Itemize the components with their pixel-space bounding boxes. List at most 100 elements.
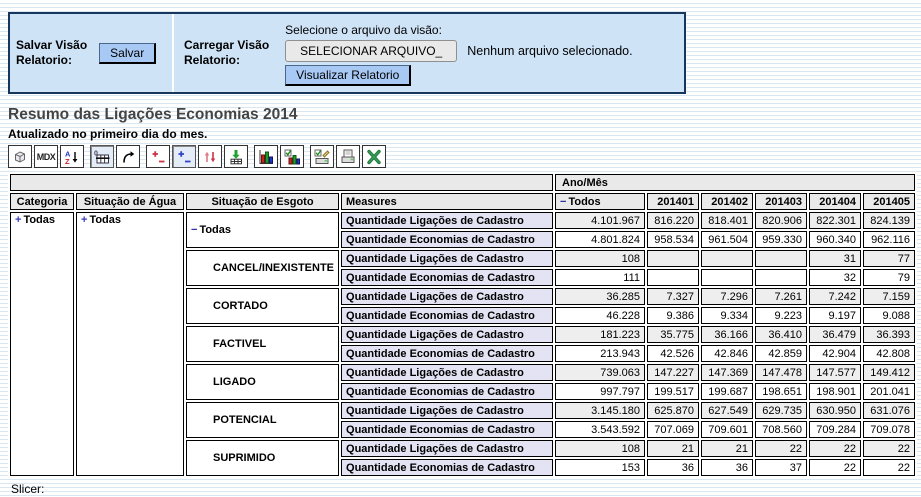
member-cell-agua: + Todas — [76, 212, 184, 476]
minus-drill-icon[interactable]: − — [560, 195, 567, 208]
member-label: CORTADO — [213, 300, 268, 312]
drill-through-button[interactable] — [224, 145, 248, 168]
save-button[interactable]: Salvar — [99, 42, 157, 64]
slicer-label: Slicer: — [11, 482, 45, 496]
value-cell: 9.223 — [755, 307, 808, 324]
member-label: POTENCIAL — [213, 414, 277, 426]
value-cell: 707.069 — [647, 421, 700, 438]
value-cell — [701, 269, 754, 286]
value-cell: 108 — [555, 250, 646, 267]
value-cell: 627.549 — [701, 402, 754, 419]
value-cell: 960.340 — [809, 231, 862, 248]
value-cell: 7.296 — [701, 288, 754, 305]
plus-drill-icon[interactable]: + — [81, 214, 88, 226]
table-row: + Todas + Todas − Todas Quantidade Ligações de… — [10, 212, 916, 476]
value-cell: 35.775 — [647, 326, 700, 343]
value-cell: 822.301 — [809, 212, 862, 229]
measure-cell: Quantidade Economias de Cadastro — [341, 459, 554, 476]
member-cell-esgoto: − Todas — [186, 212, 340, 248]
value-cell: 21 — [701, 440, 754, 457]
value-cell: 36 — [701, 459, 754, 476]
drill-replace-button[interactable] — [198, 145, 222, 168]
value-cell: 42.808 — [863, 345, 916, 362]
bar-chart-icon — [258, 149, 274, 165]
suppress-empty-icon: 0 — [94, 149, 110, 165]
value-cell: 111 — [555, 269, 646, 286]
page-subtitle: Atualizado no primeiro dia do mes. — [8, 127, 208, 141]
excel-export-button[interactable] — [362, 145, 386, 168]
value-cell: 147.369 — [701, 364, 754, 381]
value-cell: 7.261 — [755, 288, 808, 305]
value-cell: 36.285 — [555, 288, 646, 305]
value-cell: 708.560 — [755, 421, 808, 438]
member-label: FACTIVEL — [213, 338, 267, 350]
value-cell: 709.078 — [863, 421, 916, 438]
value-cell: 820.906 — [755, 212, 808, 229]
view-report-button[interactable]: Visualizar Relatorio — [285, 64, 412, 86]
value-cell: 962.116 — [863, 231, 916, 248]
member-cell-esgoto: CANCEL/INEXISTENTE — [186, 250, 340, 286]
table-row: Quantidade Economias de Cadastro 153 36 36 3… — [10, 459, 916, 476]
value-cell: 42.904 — [809, 345, 862, 362]
measure-cell: Quantidade Ligações de Cadastro — [341, 364, 554, 381]
show-chart-button[interactable] — [254, 145, 278, 168]
olap-navigator-button[interactable] — [8, 145, 32, 168]
member-cell-esgoto: SUPRIMIDO — [186, 440, 340, 476]
mdx-icon: MDX — [36, 151, 56, 162]
measure-cell: Quantidade Economias de Cadastro — [341, 307, 554, 324]
table-row: SUPRIMIDO Quantidade Ligações de Cadastro… — [10, 440, 916, 476]
value-cell: 22 — [809, 459, 862, 476]
value-cell: 629.735 — [755, 402, 808, 419]
plus-drill-icon[interactable]: + — [15, 214, 22, 226]
svg-text:0: 0 — [94, 150, 98, 157]
drill-position-button[interactable] — [172, 145, 196, 168]
value-cell: 77 — [863, 250, 916, 267]
measure-cell: Quantidade Economias de Cadastro — [341, 383, 554, 400]
print-config-button[interactable] — [310, 145, 334, 168]
drill-member-button[interactable] — [146, 145, 170, 168]
pivot-body: + Todas + Todas − Todas Quantidade Ligações de… — [10, 212, 916, 476]
value-cell: 3.543.592 — [555, 421, 646, 438]
value-cell: 816.220 — [647, 212, 700, 229]
value-cell: 961.504 — [701, 231, 754, 248]
value-cell: 7.159 — [863, 288, 916, 305]
svg-text:Z: Z — [65, 157, 70, 165]
pivot-table: Ano/Mês Categoria Situação de Água Situa… — [8, 172, 918, 478]
value-cell: 824.139 — [863, 212, 916, 229]
member-label: LIGADO — [213, 376, 256, 388]
excel-icon — [366, 149, 382, 165]
value-cell: 9.088 — [863, 307, 916, 324]
value-cell: 709.284 — [809, 421, 862, 438]
chart-config-button[interactable] — [280, 145, 304, 168]
member-label: CANCEL/INEXISTENTE — [213, 262, 335, 274]
minus-drill-icon[interactable]: − — [191, 224, 198, 236]
drill-through-icon — [228, 149, 244, 165]
suppress-empty-button[interactable]: 0 — [90, 145, 114, 168]
file-status-text: Nenhum arquivo selecionado. — [467, 43, 633, 58]
swap-axes-button[interactable] — [116, 145, 140, 168]
measure-cell: Quantidade Ligações de Cadastro — [341, 288, 554, 305]
value-cell: 201.041 — [863, 383, 916, 400]
value-cell: 631.076 — [863, 402, 916, 419]
toolbar-group-drill — [146, 145, 248, 168]
column-axis-header: Ano/Mês — [555, 174, 916, 191]
measure-cell: Quantidade Ligações de Cadastro — [341, 326, 554, 343]
value-cell: 9.386 — [647, 307, 700, 324]
value-cell: 199.687 — [701, 383, 754, 400]
value-cell: 42.526 — [647, 345, 700, 362]
table-row: POTENCIAL Quantidade Ligações de Cadastro… — [10, 402, 916, 438]
print-button[interactable] — [336, 145, 360, 168]
column-header-201405: 201405 — [863, 193, 916, 210]
value-cell: 7.327 — [647, 288, 700, 305]
value-cell: 4.101.967 — [555, 212, 646, 229]
cube-icon — [12, 149, 28, 165]
select-file-button[interactable]: SELECIONAR ARQUIVO_ — [285, 39, 458, 62]
mdx-editor-button[interactable]: MDX — [34, 145, 58, 168]
table-row: CORTADO Quantidade Ligações de Cadastro 36… — [10, 288, 916, 324]
value-cell: 997.797 — [555, 383, 646, 400]
chart-config-icon — [284, 149, 300, 165]
value-cell: 7.242 — [809, 288, 862, 305]
value-cell: 36.479 — [809, 326, 862, 343]
